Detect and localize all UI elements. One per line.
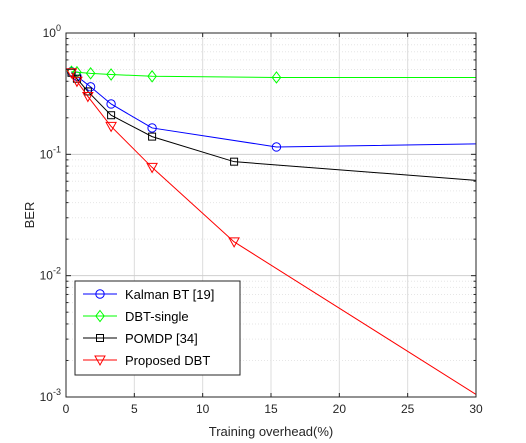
- y-tick-exponent: -3: [53, 387, 61, 397]
- x-tick-label: 30: [469, 402, 483, 416]
- y-tick-base: 10: [43, 26, 57, 40]
- data-point: [228, 237, 240, 248]
- series-layer: [65, 65, 477, 395]
- legend-marker: [96, 334, 104, 342]
- x-tick-label: 5: [131, 402, 138, 416]
- legend-label: POMDP [34]: [125, 331, 198, 346]
- data-point: [148, 132, 157, 141]
- series-line: [71, 71, 476, 78]
- data-point: [71, 76, 83, 88]
- data-point: [271, 142, 282, 152]
- data-point: [147, 123, 157, 133]
- grid: [66, 33, 476, 397]
- y-tick-base: 10: [40, 269, 54, 283]
- series-line: [71, 72, 477, 181]
- y-tick-exponent: -1: [53, 144, 61, 154]
- legend-entry: Proposed DBT: [83, 353, 210, 368]
- x-tick-label: 10: [196, 402, 210, 416]
- legend-label: Proposed DBT: [125, 353, 210, 368]
- legend-marker: [94, 355, 106, 367]
- data-point: [106, 99, 116, 109]
- data-point: [230, 157, 239, 166]
- y-axis-label: BER: [22, 202, 37, 229]
- legend-marker: [95, 309, 105, 323]
- legend-entry: Kalman BT [19]: [83, 287, 214, 302]
- y-tick-exponent: 0: [56, 23, 61, 33]
- x-axis-label: Training overhead(%): [209, 424, 334, 439]
- series-line: [71, 71, 477, 148]
- y-tick-label: 10-2: [40, 266, 61, 283]
- x-tick-label: 20: [333, 402, 347, 416]
- y-tick-label: 100: [43, 23, 61, 40]
- legend: Kalman BT [19] DBT-single POMDP [34] Propos…: [74, 280, 241, 376]
- x-tick-label: 0: [63, 402, 70, 416]
- series-line: [71, 72, 477, 395]
- data-point: [105, 121, 117, 133]
- y-tick-label: 10-3: [40, 387, 61, 404]
- series-3: [65, 68, 477, 395]
- legend-box: [74, 280, 241, 376]
- legend-entry: DBT-single: [83, 309, 189, 324]
- data-point: [271, 71, 282, 84]
- y-tick-base: 10: [40, 390, 54, 404]
- data-point: [65, 68, 78, 79]
- x-tick-label: 15: [264, 402, 278, 416]
- y-tick-exponent: -2: [53, 266, 61, 276]
- y-tick-label: 10-1: [40, 144, 61, 161]
- y-tick-base: 10: [40, 147, 54, 161]
- data-point: [146, 162, 158, 174]
- data-point: [82, 91, 94, 103]
- data-point: [85, 82, 96, 92]
- legend-label: DBT-single: [125, 309, 189, 324]
- data-point: [147, 69, 157, 83]
- data-point: [85, 67, 96, 80]
- data-point: [106, 68, 116, 81]
- x-tick-label: 25: [401, 402, 415, 416]
- data-point: [107, 111, 116, 120]
- legend-marker: [95, 289, 105, 299]
- data-point: [72, 74, 81, 83]
- legend-label: Kalman BT [19]: [125, 287, 214, 302]
- legend-entry: POMDP [34]: [83, 331, 198, 346]
